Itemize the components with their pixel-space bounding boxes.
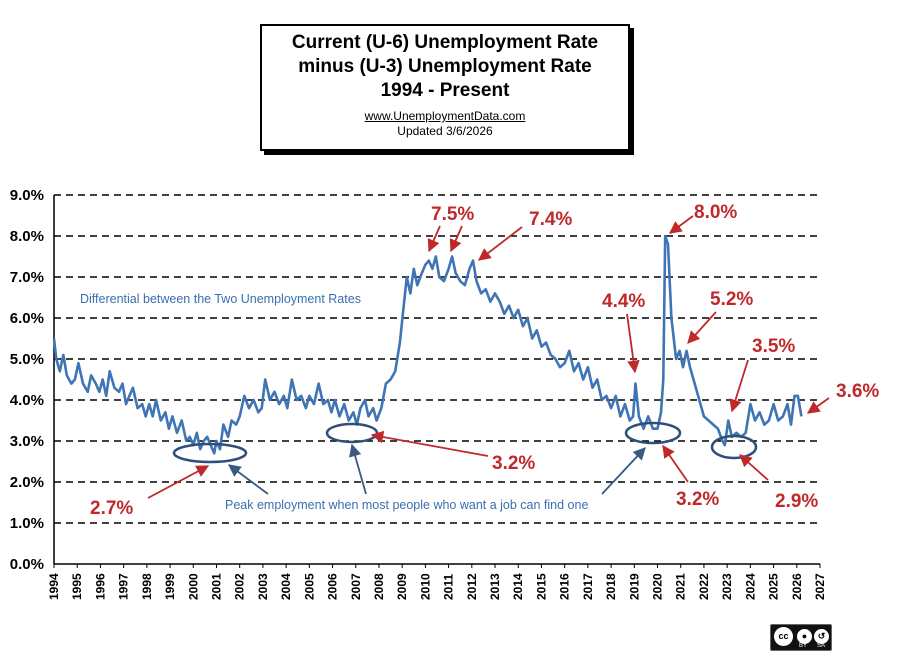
callout-2-9: 2.9% <box>775 491 818 512</box>
x-tick-label: 2003 <box>256 573 270 600</box>
callout-3-2-2007: 3.2% <box>492 453 535 474</box>
trough-ellipse-2007 <box>325 422 379 444</box>
callout-arrows <box>147 215 830 499</box>
x-tick-label: 2005 <box>302 573 316 600</box>
x-tick-label: 2026 <box>790 573 804 600</box>
peak-employment-note: Peak employment when most people who wan… <box>225 498 588 512</box>
x-tick-label: 1994 <box>47 573 61 600</box>
title-line-3: 1994 - Present <box>380 80 510 101</box>
y-tick-label: 8.0% <box>10 228 44 245</box>
x-tick-label: 1997 <box>117 573 131 600</box>
callout-3-5: 3.5% <box>752 336 795 357</box>
callout-3-2-2020: 3.2% <box>676 489 719 510</box>
callout-8-0: 8.0% <box>694 202 737 223</box>
callout-4-4: 4.4% <box>602 291 645 312</box>
x-tick-label: 2007 <box>349 573 363 600</box>
x-axis-ticks: 1994 1995 1996 1997 1998 1999 2000 2001 2002 2003… <box>47 564 827 600</box>
x-tick-label: 2022 <box>697 573 711 600</box>
title-line-2: minus (U-3) Unemployment Rate <box>298 56 592 77</box>
x-tick-label: 2008 <box>372 573 386 600</box>
series-description: Differential between the Two Unemploymen… <box>80 292 361 306</box>
x-tick-label: 1995 <box>70 573 84 600</box>
x-tick-label: 2024 <box>743 573 757 600</box>
x-tick-label: 2015 <box>534 573 548 600</box>
trough-ellipse-2020 <box>624 421 682 445</box>
updated-date: Updated 3/6/2026 <box>397 124 493 138</box>
y-tick-label: 3.0% <box>10 433 44 450</box>
x-tick-label: 2006 <box>326 573 340 600</box>
by-label: BY <box>799 643 808 649</box>
sa-label: SA <box>817 643 826 649</box>
y-tick-label: 7.0% <box>10 269 44 286</box>
x-tick-label: 1999 <box>163 573 177 600</box>
x-tick-label: 2025 <box>767 573 781 600</box>
source-link[interactable]: www.UnemploymentData.com <box>364 109 526 123</box>
by-icon: ● <box>797 629 812 644</box>
axes <box>53 195 820 565</box>
x-tick-label: 2004 <box>279 573 293 600</box>
y-tick-label: 9.0% <box>10 187 44 204</box>
x-tick-label: 2018 <box>604 573 618 600</box>
x-tick-label: 2020 <box>651 573 665 600</box>
x-tick-label: 2023 <box>720 573 734 600</box>
y-tick-label: 2.0% <box>10 474 44 491</box>
y-tick-label: 0.0% <box>10 556 44 573</box>
callout-7-4: 7.4% <box>529 209 572 230</box>
x-tick-label: 2016 <box>558 573 572 600</box>
x-tick-label: 2014 <box>511 573 525 600</box>
x-tick-label: 1998 <box>140 573 154 600</box>
trough-ellipse-2001 <box>172 442 248 464</box>
x-tick-label: 2009 <box>395 573 409 600</box>
x-tick-label: 2000 <box>186 573 200 600</box>
callout-5-2: 5.2% <box>710 289 753 310</box>
creative-commons-badge[interactable]: cc ● ↺ BY SA <box>770 624 832 651</box>
callout-labels: 7.5% 7.4% 8.0% 4.4% 5.2% 3.5% 3.6% 3.2% … <box>90 202 879 519</box>
grid-lines <box>54 194 820 524</box>
x-tick-label: 2012 <box>465 573 479 600</box>
y-tick-label: 1.0% <box>10 515 44 532</box>
callout-7-5: 7.5% <box>431 204 474 225</box>
callout-3-6: 3.6% <box>836 381 879 402</box>
trough-ellipse-2023 <box>710 434 758 460</box>
title-box: Current (U-6) Unemployment Rate minus (U… <box>260 24 630 151</box>
title-line-1: Current (U-6) Unemployment Rate <box>291 32 599 53</box>
y-axis-ticks: 0.0% 1.0% 2.0% 3.0% 4.0% 5.0% 6.0% 7.0% 8.0% 9.0% <box>10 187 44 573</box>
cc-icon: cc <box>774 627 793 646</box>
x-tick-label: 2011 <box>442 574 456 600</box>
x-tick-label: 2021 <box>674 573 688 600</box>
note-arrows <box>227 443 646 495</box>
x-tick-label: 1996 <box>93 573 107 600</box>
callout-2-7: 2.7% <box>90 498 133 519</box>
x-tick-label: 2001 <box>209 573 223 600</box>
y-tick-label: 4.0% <box>10 392 44 409</box>
y-tick-label: 6.0% <box>10 310 44 327</box>
x-tick-label: 2017 <box>581 573 595 600</box>
y-tick-label: 5.0% <box>10 351 44 368</box>
x-tick-label: 2019 <box>627 573 641 600</box>
series-line-differential <box>52 234 803 455</box>
x-tick-label: 2013 <box>488 573 502 600</box>
share-alike-icon: ↺ <box>814 629 829 644</box>
x-tick-label: 2027 <box>813 573 827 600</box>
x-tick-label: 2010 <box>418 573 432 600</box>
x-tick-label: 2002 <box>233 573 247 600</box>
